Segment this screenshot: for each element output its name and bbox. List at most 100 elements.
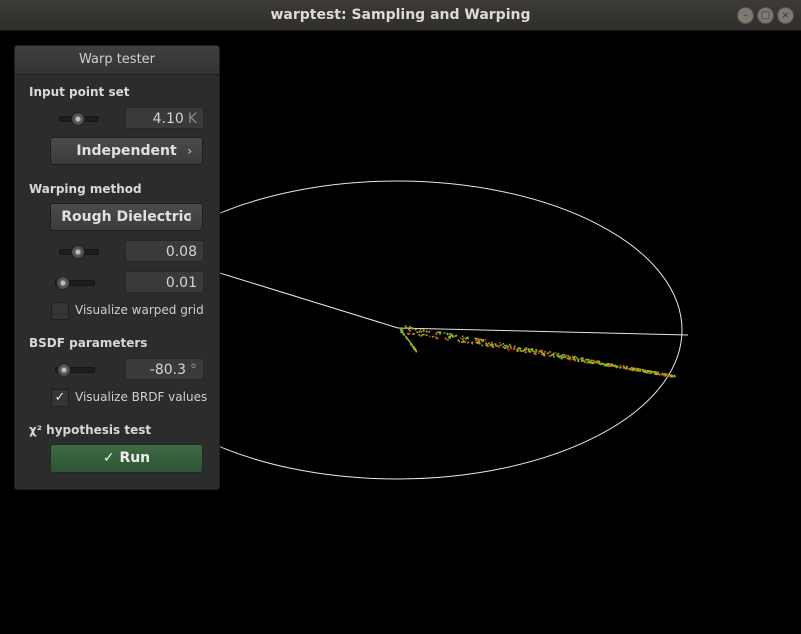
sample-point xyxy=(525,347,527,349)
point-mode-button[interactable]: Independent › xyxy=(50,137,203,165)
sample-point xyxy=(478,340,480,343)
point-count-field[interactable]: 4.10 K xyxy=(125,107,204,129)
sample-point xyxy=(413,346,415,349)
param2-slider-knob[interactable] xyxy=(55,276,70,290)
angle-field[interactable]: -80.3 ° xyxy=(125,358,204,380)
close-icon[interactable]: × xyxy=(777,7,794,24)
sample-point xyxy=(420,330,423,333)
sample-point xyxy=(531,349,534,351)
sample-point xyxy=(639,369,641,371)
sample-point xyxy=(596,360,598,362)
sample-point xyxy=(401,331,404,333)
sample-point xyxy=(509,347,512,350)
warping-method-label: Warping method xyxy=(29,182,142,196)
sample-point xyxy=(510,347,513,350)
sample-point xyxy=(482,340,485,342)
chevron-right-icon: › xyxy=(187,144,192,158)
param2-slider[interactable] xyxy=(55,276,95,290)
param1-field[interactable]: 0.08 xyxy=(125,240,204,262)
sample-point xyxy=(569,356,572,359)
sample-point xyxy=(557,355,559,357)
sample-point xyxy=(534,353,537,356)
sample-point xyxy=(588,361,591,364)
sample-point xyxy=(561,357,563,360)
angle-value: -80.3 xyxy=(149,362,186,378)
warped-grid-checkbox[interactable] xyxy=(51,302,69,320)
incident-ray xyxy=(209,269,399,329)
sample-point xyxy=(535,351,537,353)
sample-point xyxy=(528,349,530,352)
sample-point xyxy=(443,332,446,334)
sample-point xyxy=(411,344,413,346)
sample-point xyxy=(671,376,673,378)
sample-point xyxy=(655,371,658,374)
sample-point xyxy=(408,340,410,342)
sample-point xyxy=(645,370,648,373)
sample-point xyxy=(643,370,646,372)
sample-point xyxy=(482,339,484,341)
sample-point xyxy=(502,346,504,348)
sample-point xyxy=(461,335,464,338)
sample-point xyxy=(458,340,461,343)
sample-point xyxy=(608,364,610,367)
sample-point xyxy=(520,350,522,352)
sample-point xyxy=(412,333,414,335)
sample-point xyxy=(555,352,557,354)
sample-point xyxy=(517,348,519,351)
sample-point xyxy=(636,367,639,370)
sample-point xyxy=(405,326,407,329)
sample-point xyxy=(429,335,431,338)
sample-point xyxy=(422,333,425,336)
sample-point xyxy=(604,363,607,366)
sample-point xyxy=(413,347,416,349)
sample-point xyxy=(416,331,418,334)
maximize-icon[interactable]: □ xyxy=(757,7,774,24)
sample-point xyxy=(543,353,545,356)
sample-point xyxy=(661,372,664,375)
sample-point xyxy=(603,364,606,367)
angle-slider-knob[interactable] xyxy=(56,363,71,377)
sample-point xyxy=(480,338,483,341)
sample-point xyxy=(422,330,425,332)
sample-point xyxy=(465,338,467,340)
warp-visualization[interactable] xyxy=(0,31,801,630)
sample-point xyxy=(451,333,453,336)
sample-point xyxy=(422,328,425,331)
render-viewport[interactable] xyxy=(0,31,801,630)
sample-point xyxy=(489,344,492,346)
sample-point xyxy=(598,362,600,364)
angle-slider[interactable] xyxy=(55,363,95,377)
sample-point xyxy=(486,343,489,346)
param2-field[interactable]: 0.01 xyxy=(125,271,204,293)
sample-point xyxy=(588,359,590,362)
sample-point xyxy=(533,351,536,353)
run-button[interactable]: ✓ Run xyxy=(50,444,203,473)
sample-point xyxy=(673,375,676,377)
brdf-values-checkbox[interactable]: ✓ xyxy=(51,389,69,407)
sample-point xyxy=(559,355,561,358)
input-point-set-label: Input point set xyxy=(29,85,130,99)
sample-point xyxy=(577,360,580,363)
sample-point xyxy=(437,331,439,333)
sample-point xyxy=(609,364,612,367)
sample-point xyxy=(461,341,463,343)
sample-point xyxy=(600,363,602,366)
sample-point xyxy=(572,356,574,359)
sample-point xyxy=(414,348,416,351)
sample-point xyxy=(500,344,502,346)
sample-point xyxy=(592,362,595,364)
param1-slider-knob[interactable] xyxy=(70,245,85,259)
warping-method-button[interactable]: Rough Dielectric › xyxy=(50,203,203,231)
minimize-icon[interactable]: – xyxy=(737,7,754,24)
sample-point xyxy=(467,337,469,340)
sample-point xyxy=(401,327,404,330)
point-count-slider-knob[interactable] xyxy=(70,112,85,126)
sample-point xyxy=(481,340,483,343)
sample-point xyxy=(510,346,512,349)
point-count-slider[interactable] xyxy=(59,112,99,126)
sample-point xyxy=(619,367,622,369)
sample-point xyxy=(448,336,450,338)
param1-slider[interactable] xyxy=(59,245,99,259)
sample-point xyxy=(401,329,404,331)
sample-point xyxy=(491,341,493,344)
